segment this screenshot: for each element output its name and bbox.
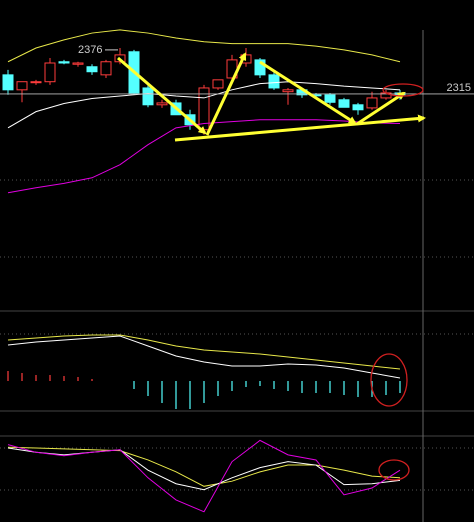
arrow (259, 60, 357, 125)
candle-body (44, 62, 56, 83)
indicator-line (7, 334, 401, 370)
level-label: 2315 (447, 82, 471, 94)
candle-body (100, 61, 112, 76)
candle-body (58, 61, 70, 64)
highlights (370, 83, 424, 481)
arrow (117, 56, 207, 135)
candle-body (86, 66, 98, 73)
candle-body (156, 102, 168, 106)
candle-body (2, 74, 14, 91)
candle-body (324, 94, 336, 103)
indicator-line (7, 335, 401, 379)
candle-body (366, 97, 378, 109)
highlight-ellipse (382, 83, 424, 97)
candle-body (212, 79, 224, 89)
candle-body (142, 87, 154, 106)
candle-body (352, 104, 364, 111)
candle-body (16, 81, 28, 91)
indicator-line (7, 446, 401, 487)
candle-body (254, 59, 266, 76)
candle-body (282, 89, 294, 93)
candle-body (30, 81, 42, 84)
highlight-ellipse (378, 459, 410, 481)
arrow (174, 114, 426, 142)
indicator-line (7, 81, 401, 129)
indicator-line (7, 29, 401, 63)
indicator-line (7, 439, 401, 513)
arrow (356, 91, 406, 126)
candle-body (268, 74, 280, 89)
high-label: 2376 (78, 44, 102, 56)
highlight-ellipse (370, 353, 408, 407)
annotations (117, 52, 426, 142)
arrow (205, 52, 247, 136)
candle-body (338, 99, 350, 108)
candle-body (72, 62, 84, 65)
indicator-line (7, 119, 401, 194)
indicator-line (7, 447, 401, 491)
